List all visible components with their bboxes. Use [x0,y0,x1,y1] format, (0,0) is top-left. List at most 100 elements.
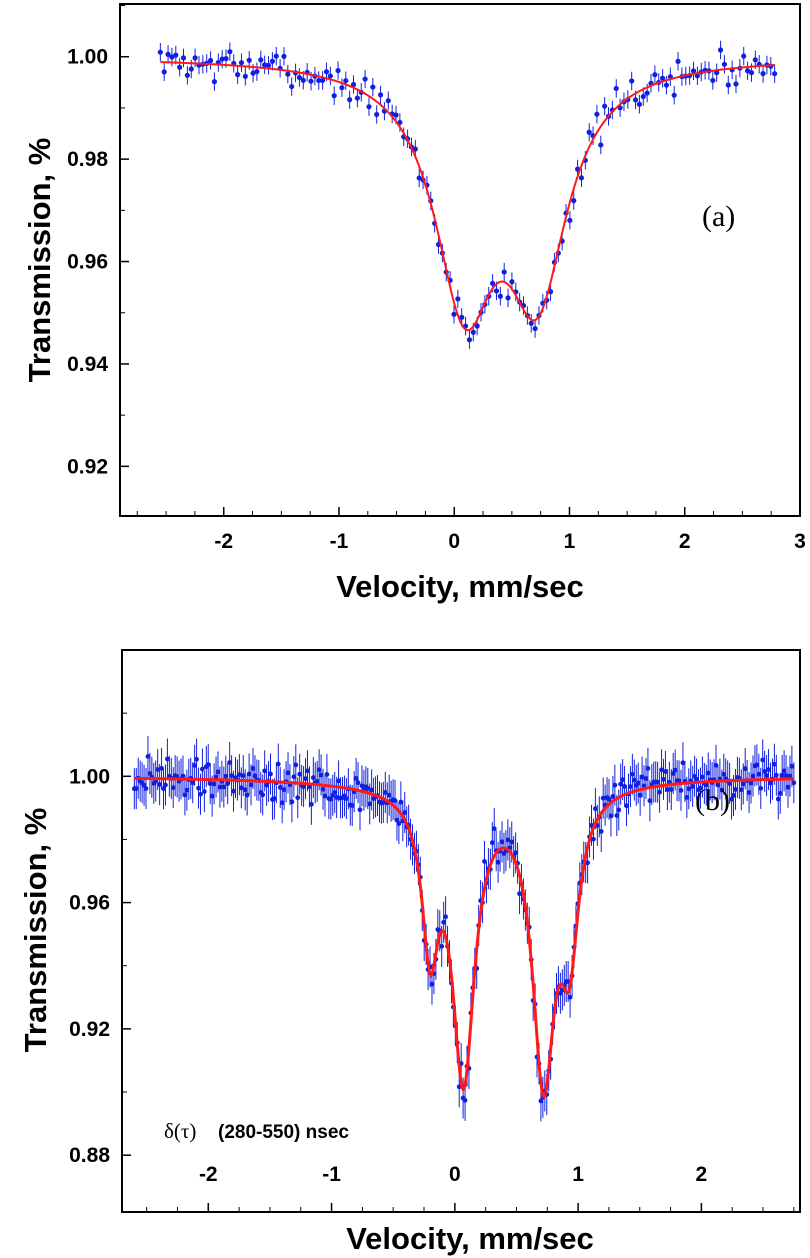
data-point [505,295,511,301]
data-point [331,93,337,99]
data-point [578,175,585,181]
data-point [157,49,163,55]
data-point [254,68,260,75]
data-point [466,337,473,343]
data-point [289,799,295,805]
data-point [324,772,330,777]
annotation-text-b: (280-550) nsec [218,1122,349,1143]
data-point [594,111,600,117]
data-point [252,773,258,779]
data-point [155,767,161,772]
data-point [591,836,596,842]
x-tick-label: 3 [794,530,806,553]
data-point [227,760,233,765]
data-point [779,773,785,778]
data-point [265,62,272,68]
data-point [343,796,349,801]
data-point [606,796,612,802]
data-point [451,311,457,317]
y-tick-label: 0.98 [67,148,108,171]
data-point [717,47,724,53]
data-point [663,769,668,774]
data-point [750,773,756,779]
data-point [170,785,176,791]
data-point [632,97,639,103]
data-point [462,1097,468,1103]
data-point [307,784,312,790]
data-point [353,776,359,781]
data-point [143,786,149,791]
data-point [316,767,322,773]
data-point [509,839,515,845]
data-point [260,792,266,798]
data-point [229,773,235,779]
data-point [668,787,674,792]
data-point [768,780,773,786]
data-point [772,71,778,77]
data-point [173,52,179,58]
data-point [190,780,196,786]
data-point [382,790,388,795]
data-point [482,859,487,864]
data-point [612,782,618,788]
data-point [201,789,207,794]
data-point [513,850,519,856]
data-point [429,981,435,987]
data-point [328,796,334,802]
data-point [629,771,635,777]
data-point [180,773,186,779]
data-point [323,69,330,75]
data-point [180,55,187,61]
y-axis-title-a: Transmission, % [22,138,57,383]
plot-b-data-layer [131,735,797,1122]
data-point [660,75,666,81]
x-axis-title-b: Velocity, mm/sec [346,1221,594,1256]
data-point [593,806,598,812]
data-point [777,790,783,796]
data-point [622,784,627,789]
data-point [200,766,205,772]
data-point [586,129,592,135]
data-point [771,761,777,767]
data-point [194,756,199,762]
data-point [742,766,748,772]
data-point [631,777,637,783]
data-point [217,784,223,790]
data-point [219,56,225,62]
data-point [729,796,734,802]
y-tick-label: 1.00 [69,765,110,788]
data-point [781,768,787,774]
data-point [386,792,392,798]
data-point [192,55,198,61]
data-point [272,796,277,802]
data-point [308,801,314,807]
data-point [703,782,709,788]
data-point [281,787,287,793]
data-point [359,783,365,789]
data-point [327,73,333,79]
data-point [246,771,252,777]
data-point [773,772,779,778]
data-point [657,789,662,795]
data-point [242,73,248,79]
data-point [639,774,645,780]
data-point [538,1098,544,1104]
data-point [320,77,326,83]
data-point [248,782,254,788]
data-point [758,785,764,791]
data-point [262,768,268,774]
data-point [161,69,167,75]
data-point [715,782,721,788]
x-tick-label: 1 [572,1163,584,1186]
data-point [169,54,175,60]
y-tick-label: 0.92 [69,1018,110,1041]
data-point [567,217,573,223]
data-point [664,787,670,792]
data-point [744,68,751,74]
data-point [225,781,231,787]
data-point [355,780,361,786]
data-point [205,762,211,768]
x-tick-label: 2 [679,530,691,553]
data-point [184,72,190,78]
